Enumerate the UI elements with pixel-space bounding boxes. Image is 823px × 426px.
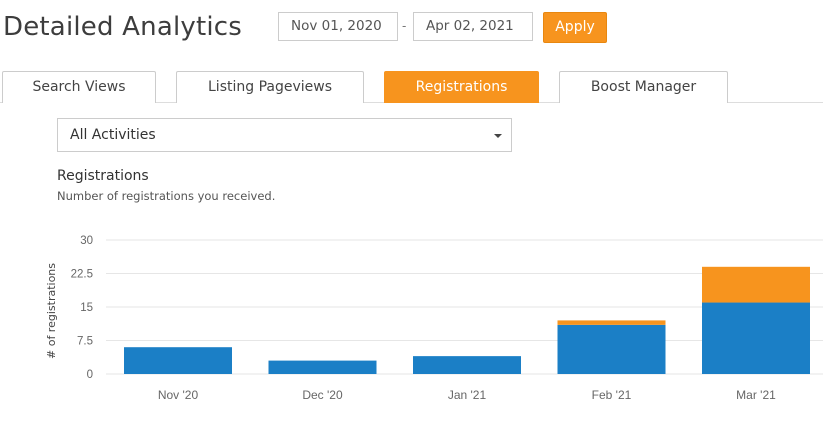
bar-series-0-3[interactable] xyxy=(557,324,666,374)
y-tick-label: 30 xyxy=(80,235,93,247)
y-tick-label: 15 xyxy=(80,302,93,314)
bar-series-0-0[interactable] xyxy=(124,347,232,374)
apply-button[interactable]: Apply xyxy=(543,12,607,43)
caret-down-icon xyxy=(494,134,502,138)
end-date-input[interactable]: Apr 02, 2021 xyxy=(413,12,533,41)
page-title: Detailed Analytics xyxy=(3,12,243,42)
x-tick-label: Nov '20 xyxy=(158,388,199,402)
x-tick-label: Feb '21 xyxy=(592,388,632,402)
x-tick-label: Dec '20 xyxy=(302,388,343,402)
registrations-chart: 0 7.5 15 22.5 30 # of registrations Nov '20 Dec… xyxy=(45,235,823,402)
activity-select-value: All Activities xyxy=(70,127,156,143)
tab-boost-manager[interactable]: Boost Manager xyxy=(559,71,728,103)
bar-series-1-3[interactable] xyxy=(557,320,666,325)
y-axis-title: # of registrations xyxy=(45,263,58,359)
bar-series-0-4[interactable] xyxy=(702,302,810,374)
tab-listing-pageviews[interactable]: Listing Pageviews xyxy=(176,71,364,103)
y-tick-label: 22.5 xyxy=(71,269,93,281)
chart-title: Registrations xyxy=(57,168,149,184)
y-tick-label: 7.5 xyxy=(77,336,93,348)
tab-search-views[interactable]: Search Views xyxy=(2,71,156,103)
tab-registrations[interactable]: Registrations xyxy=(384,71,539,103)
bar-series-0-2[interactable] xyxy=(413,356,521,374)
bar-series-1-4[interactable] xyxy=(702,266,810,303)
x-tick-label: Jan '21 xyxy=(448,388,487,402)
start-date-input[interactable]: Nov 01, 2020 xyxy=(278,12,398,41)
y-tick-label: 0 xyxy=(87,369,93,381)
x-tick-label: Mar '21 xyxy=(736,388,776,402)
activity-select[interactable]: All Activities xyxy=(57,118,512,152)
bar-series-0-1[interactable] xyxy=(268,360,377,374)
date-separator: - xyxy=(402,18,407,33)
chart-subtitle: Number of registrations you received. xyxy=(57,189,276,203)
